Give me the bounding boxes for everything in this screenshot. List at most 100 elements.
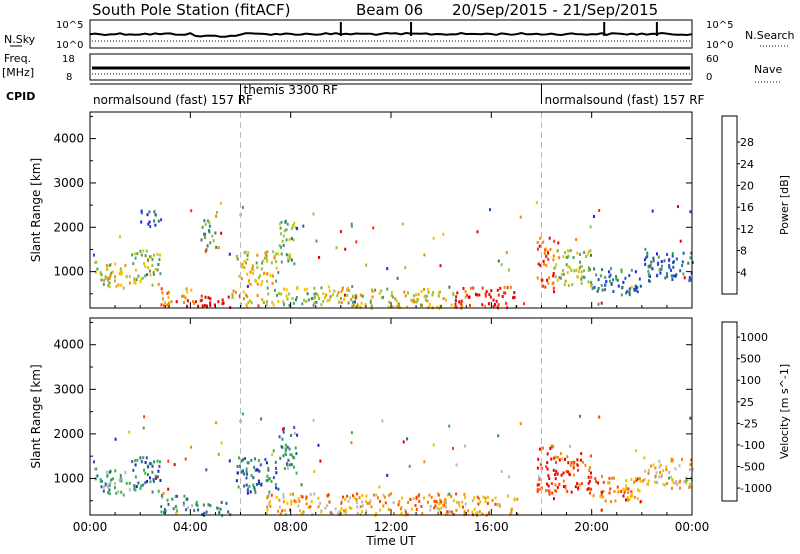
echo-cell xyxy=(117,283,120,287)
echo-cell xyxy=(568,249,571,253)
echo-cell xyxy=(664,276,667,280)
echo-cell xyxy=(584,463,587,467)
echo-cell xyxy=(683,480,686,484)
echo-cell xyxy=(346,494,349,498)
echo-cell xyxy=(194,300,197,304)
beam-label: Beam 06 xyxy=(356,1,423,19)
echo-cell xyxy=(290,237,293,240)
echo-cell xyxy=(571,460,574,464)
echo-cell xyxy=(215,421,218,425)
echo-cell xyxy=(290,434,293,437)
echo-cell xyxy=(679,479,682,483)
echo-cell xyxy=(235,479,238,483)
echo-cell xyxy=(266,508,269,512)
echo-cell xyxy=(184,296,187,300)
echo-cell xyxy=(266,505,269,509)
echo-cell xyxy=(539,236,542,240)
echo-cell xyxy=(283,467,286,471)
echo-cell xyxy=(289,508,291,512)
echo-cell xyxy=(620,293,623,297)
echo-cell xyxy=(289,453,292,456)
echo-cell xyxy=(318,256,321,259)
echo-cell xyxy=(428,493,431,497)
echo-cell xyxy=(350,222,353,226)
y-tick-label: 3000 xyxy=(53,176,84,190)
echo-cell xyxy=(265,256,268,260)
echo-cell xyxy=(277,271,280,275)
echo-cell xyxy=(630,268,633,272)
echo-cell xyxy=(636,477,639,481)
echo-cell xyxy=(343,293,346,297)
echo-cell xyxy=(414,504,417,507)
echo-cell xyxy=(484,304,487,308)
echo-cell xyxy=(587,481,590,485)
echo-cell xyxy=(339,509,342,513)
echo-cell xyxy=(282,500,285,504)
x-tick-label: 12:00 xyxy=(374,520,409,534)
echo-cell xyxy=(397,503,400,507)
echo-cell xyxy=(446,493,449,497)
echo-cell xyxy=(549,247,552,251)
echo-cell xyxy=(644,247,647,251)
echo-cell xyxy=(626,290,629,294)
echo-cell xyxy=(258,274,261,278)
echo-cell xyxy=(343,298,345,301)
echo-cell xyxy=(162,492,165,495)
echo-cell xyxy=(427,288,430,292)
echo-cell xyxy=(250,458,253,462)
echo-cell xyxy=(114,486,116,490)
echo-cell xyxy=(245,467,248,471)
echo-cell xyxy=(260,483,263,487)
echo-cell xyxy=(359,293,362,297)
echo-cell xyxy=(153,219,156,223)
echo-cell xyxy=(296,227,299,231)
echo-cell xyxy=(148,220,151,224)
echo-cell xyxy=(576,482,579,485)
echo-cell xyxy=(271,281,274,285)
echo-cell xyxy=(690,251,692,255)
echo-cell xyxy=(294,446,297,450)
echo-cell xyxy=(281,509,284,513)
echo-cell xyxy=(538,483,541,487)
echo-cell xyxy=(612,278,614,282)
echo-cell xyxy=(106,485,109,489)
echo-cell xyxy=(228,459,231,463)
echo-cell xyxy=(257,304,260,308)
echo-cell xyxy=(217,507,220,511)
echo-cell xyxy=(476,230,479,234)
x-tick-label: 16:00 xyxy=(474,520,509,534)
echo-cell xyxy=(394,297,397,301)
echo-cell xyxy=(272,449,275,453)
echo-cell xyxy=(305,497,308,501)
echo-cell xyxy=(672,274,675,278)
echo-cell xyxy=(346,293,349,297)
echo-cell xyxy=(597,481,600,485)
echo-cell xyxy=(258,469,261,473)
echo-cell xyxy=(610,500,612,504)
echo-cell xyxy=(174,494,177,498)
echo-cell xyxy=(570,461,573,465)
echo-cell xyxy=(112,270,114,274)
echo-cell xyxy=(550,457,553,461)
echo-cell xyxy=(260,417,263,421)
echo-cell xyxy=(439,290,441,294)
echo-cell xyxy=(455,492,458,496)
echo-cell xyxy=(477,502,480,506)
echo-cell xyxy=(644,262,647,266)
echo-cell xyxy=(452,447,454,450)
echo-cell xyxy=(622,280,625,284)
echo-cell xyxy=(286,445,289,449)
echo-cell xyxy=(562,268,565,272)
echo-cell xyxy=(690,458,692,462)
echo-cell xyxy=(245,483,248,487)
echo-cell xyxy=(356,304,358,308)
echo-cell xyxy=(338,300,341,304)
echo-cell xyxy=(503,291,506,295)
echo-cell xyxy=(234,290,237,294)
echo-cell xyxy=(290,499,293,503)
echo-cell xyxy=(267,493,270,497)
echo-cell xyxy=(148,210,151,214)
echo-cell xyxy=(221,298,224,302)
echo-cell xyxy=(289,253,291,257)
echo-cell xyxy=(392,305,394,309)
